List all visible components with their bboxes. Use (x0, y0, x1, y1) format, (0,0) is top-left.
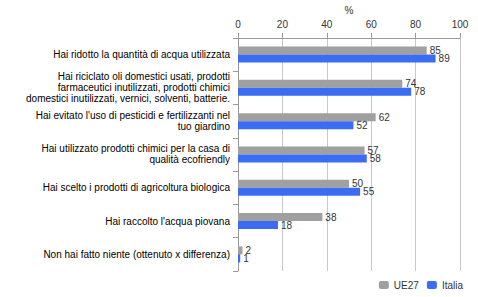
svg-text:85: 85 (429, 45, 441, 56)
svg-text:2: 2 (245, 244, 251, 256)
svg-text:0: 0 (235, 19, 241, 30)
svg-text:qualità ecofriendly: qualità ecofriendly (149, 154, 230, 165)
svg-text:domestici inutilizzati, vernic: domestici inutilizzati, vernici, solvent… (26, 93, 230, 104)
svg-text:58: 58 (370, 153, 382, 164)
svg-text:38: 38 (325, 212, 337, 223)
svg-text:74: 74 (405, 78, 417, 90)
svg-text:1: 1 (243, 253, 249, 264)
svg-text:57: 57 (367, 144, 379, 156)
svg-text:Non hai fatto niente (ottenuto: Non hai fatto niente (ottenuto x differe… (43, 249, 230, 260)
svg-text:100: 100 (452, 19, 469, 30)
svg-text:50: 50 (352, 178, 364, 189)
svg-text:55: 55 (363, 186, 375, 197)
svg-text:52: 52 (356, 120, 368, 131)
svg-text:78: 78 (414, 86, 426, 97)
svg-text:40: 40 (321, 19, 333, 30)
svg-text:Hai ridotto la quantità di acq: Hai ridotto la quantità di acqua utilizz… (53, 49, 230, 60)
svg-text:60: 60 (366, 19, 378, 30)
svg-text:Hai utilizzato prodotti chimic: Hai utilizzato prodotti chimici per la c… (42, 143, 230, 154)
svg-text:20: 20 (277, 19, 289, 30)
svg-text:farmaceutici inutilizzati, pro: farmaceutici inutilizzati, prodotti chim… (58, 82, 230, 93)
svg-text:Hai scelto i prodotti di agric: Hai scelto i prodotti di agricoltura bio… (43, 182, 231, 193)
svg-text:Italia: Italia (442, 280, 464, 291)
svg-text:Hai raccolto l'acqua piovana: Hai raccolto l'acqua piovana (105, 216, 230, 227)
svg-text:18: 18 (281, 220, 293, 231)
svg-text:62: 62 (379, 112, 391, 123)
svg-text:Hai riciclato oli domestici us: Hai riciclato oli domestici usati, prodo… (58, 71, 230, 82)
svg-text:UE27: UE27 (394, 280, 419, 291)
svg-text:tuo giardino: tuo giardino (178, 121, 231, 132)
svg-text:%: % (345, 5, 354, 16)
svg-text:80: 80 (410, 19, 422, 30)
svg-text:89: 89 (439, 53, 451, 64)
svg-text:Hai evitato l'uso di pesticidi: Hai evitato l'uso di pesticidi e fertili… (36, 110, 230, 121)
